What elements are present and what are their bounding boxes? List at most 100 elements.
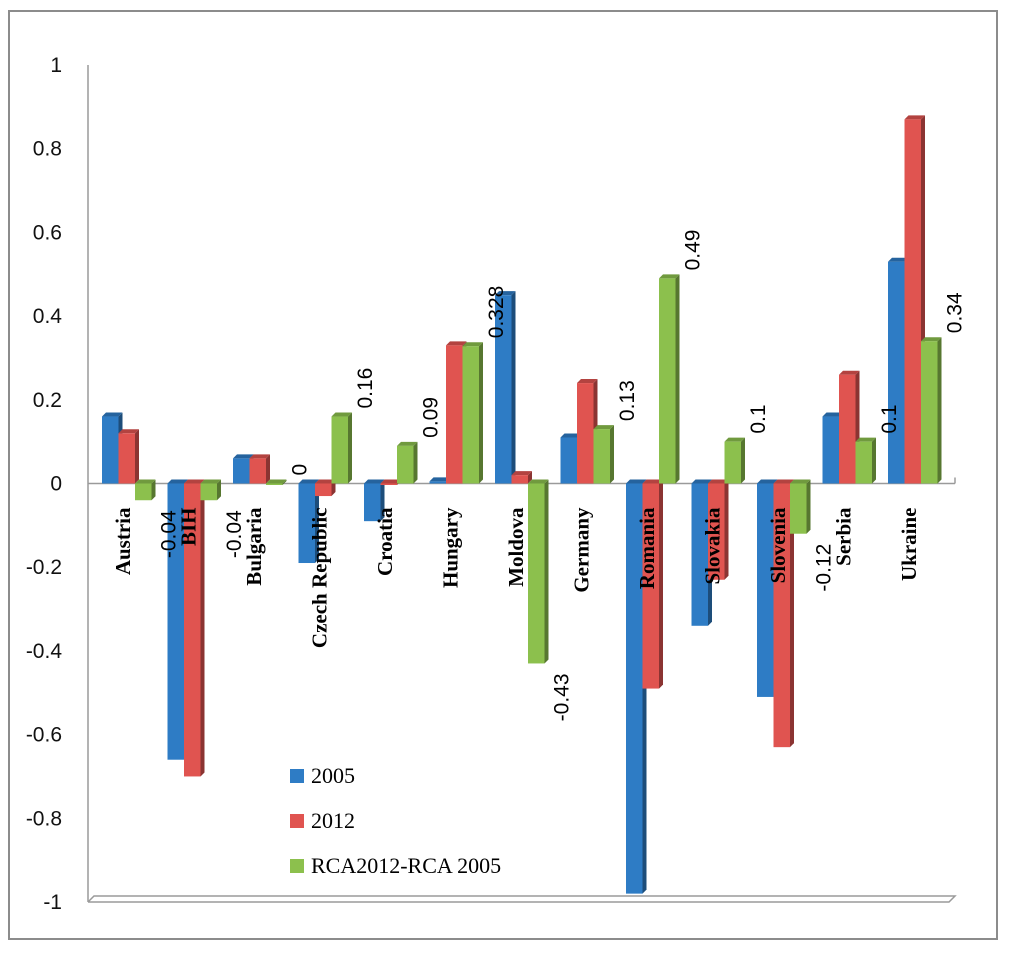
bar-romania-rca2012-rca-2005 [659,274,680,484]
bar-top [822,412,843,417]
category-labels: Austria BIH Bulgaria Czech Republic Croatia H… [111,507,921,648]
y-tick-label: -0.8 [26,807,62,830]
category-label-serbia: Serbia [832,507,856,566]
bar-front [773,483,790,748]
bar-slovakia-rca2012-rca-2005 [724,437,745,484]
bar-front [642,483,659,689]
legend-label: 2012 [311,808,355,833]
bar-front [298,483,315,564]
bar-front [184,483,201,777]
legend-swatch [290,769,304,783]
bar-slovenia-rca2012-rca-2005 [790,479,811,534]
bar-front [888,261,905,484]
data-label: 0 [289,464,312,476]
bar-side [348,412,352,484]
bar-top [708,479,729,484]
bar-front [102,416,119,484]
bar-top [839,370,860,375]
bar-romania-2012 [642,479,663,689]
bar-side [806,479,811,534]
bar-front [364,483,381,522]
bar-czech-republic-2005 [298,479,319,564]
legend-swatch [290,814,304,828]
bar-top [298,479,319,484]
bar-side [282,479,287,485]
bar-front [724,441,741,484]
bar-side [511,291,516,484]
bar-top [446,341,467,346]
bar-top [167,479,188,484]
bar-hungary-rca2012-rca-2005 [462,342,483,484]
bar-front [659,278,676,484]
bar-moldova-2005 [495,291,516,484]
bar-front [118,433,135,484]
bar-side [937,337,942,484]
bar-front [446,345,463,484]
bar-top [511,471,532,476]
category-label-slovakia: Slovakia [701,507,725,585]
bar-side [790,479,794,748]
data-label: 0.13 [616,380,639,421]
bar-moldova-rca2012-rca-2005 [528,479,549,664]
data-label: 0.328 [485,286,508,339]
bar-front [560,437,577,484]
y-tick-label: 0 [50,473,62,496]
bar-top [135,479,156,484]
bar-top [495,291,516,296]
bar-austria-2012 [118,429,139,484]
bar-slovenia-2012 [773,479,794,748]
data-label: 0.34 [944,292,967,333]
bar-top [397,441,418,446]
bar-front [249,458,266,484]
bar-bulgaria-2012 [249,454,270,484]
bar-side [872,437,876,484]
bar-ukraine-rca2012-rca-2005 [921,337,942,484]
bar-side [135,429,139,484]
bar-front [577,383,594,484]
bar-top [102,412,123,417]
bar-top [577,379,598,384]
bar-front [315,483,332,497]
data-labels: -0.04 -0.04 0 0.16 0.09 0.328 -0.43 0.13 0.49 0.1… [158,230,967,722]
bar-top [118,429,139,434]
category-label-germany: Germany [570,507,594,593]
bar-side [724,479,729,580]
bar-front [233,458,250,484]
bar-side [217,479,221,501]
y-tick-label: 0.4 [33,305,63,328]
bar-front [839,374,856,484]
bar-front [921,341,938,484]
bar-front [429,481,446,484]
y-tick-labels: 1 0.8 0.6 0.4 0.2 0 -0.2 -0.4 -0.6 -0.8 -1 [26,54,63,914]
bar-front [790,483,807,534]
y-tick-label: 0.2 [33,389,62,412]
y-tick-label: 0.6 [33,221,62,244]
bar-side [331,479,336,497]
category-label-bih: BIH [177,508,201,547]
bar-top [364,479,385,484]
bar-top [724,437,745,442]
bar-side [741,437,745,484]
bar-top [790,479,811,484]
bar-front [691,483,708,626]
category-label-ukraine: Ukraine [897,508,921,582]
data-label: 0.1 [878,404,901,433]
data-label: -0.43 [551,673,574,721]
bar-front [904,119,921,484]
legend-label: 2005 [311,763,355,788]
category-label-moldova: Moldova [504,507,528,587]
bar-top [560,433,581,438]
bar-top [659,274,680,279]
bar-side [610,425,614,484]
bar-front [397,445,414,484]
bar-czech-republic-rca2012-rca-2005 [331,412,352,484]
bar-moldova-2012 [511,471,532,484]
bar-side [151,479,156,501]
y-tick-label: -0.2 [26,556,62,579]
category-label-croatia: Croatia [373,507,397,576]
legend-label: RCA2012-RCA 2005 [311,853,501,878]
bar-front [331,416,348,484]
bar-serbia-rca2012-rca-2005 [855,437,876,484]
bar-side [544,479,549,664]
